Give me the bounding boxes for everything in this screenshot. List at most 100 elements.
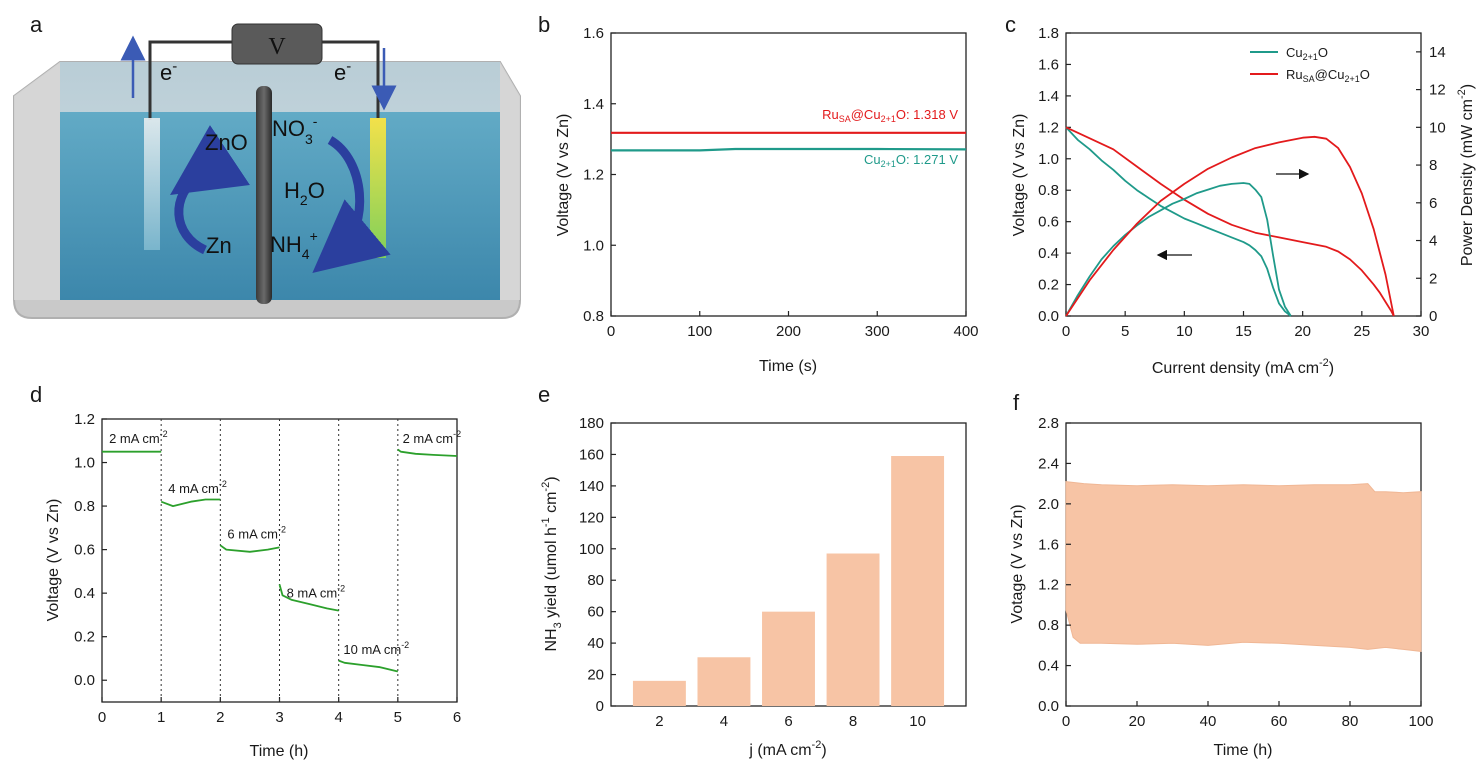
bar-e — [891, 456, 945, 706]
c-right-ytick-label: 10 — [1429, 119, 1446, 136]
f-ytick-label: 1.2 — [1038, 577, 1059, 594]
c-right-ytick-label: 6 — [1429, 195, 1437, 212]
f-ytick-label: 0.4 — [1038, 658, 1059, 675]
annotation-cu: Cu2+1O: 1.271 V — [864, 152, 958, 169]
panel-label-c: c — [1005, 12, 1016, 37]
annotation-ru: RuSA@Cu2+1O: 1.318 V — [822, 107, 958, 124]
f-ytick-label: 2.0 — [1038, 496, 1059, 513]
panel-c: c 0 5 10 15 20 25 300.00.20.40.60.81.01.21.41.… — [1005, 12, 1476, 377]
d-ytick-label: 0.0 — [74, 672, 95, 689]
panel-a: a V e- e- ZnO Zn NO3- H2O NH4+ — [13, 12, 521, 319]
legend-label-cu: Cu2+1O — [1286, 45, 1328, 62]
xlabel-f: Time (h) — [1214, 742, 1273, 759]
bar-e — [697, 657, 751, 706]
b-xtick-label: 300 — [865, 323, 890, 340]
nh4-label: NH4+ — [270, 228, 318, 262]
d-ytick-label: 1.0 — [74, 455, 95, 472]
ylabel-e: NH3 yield (umol h-1 cm-2) — [540, 476, 564, 651]
zn-cycle-arrow — [170, 125, 250, 255]
c-right-ytick-label: 0 — [1429, 308, 1437, 325]
panel-label-e: e — [538, 382, 550, 407]
voltmeter — [231, 23, 323, 65]
c-ytick-label: 1.8 — [1038, 25, 1059, 42]
e-ytick-label: 60 — [587, 604, 604, 621]
e-ytick-label: 80 — [587, 572, 604, 589]
d-current-label: 6 mA cm-2 — [227, 525, 286, 542]
d-ytick-label: 0.4 — [74, 585, 95, 602]
axes-frame-b — [610, 32, 967, 317]
panel-f: f 0 20 40 60 80 100 0.0 0.4 0.8 1.2 1.6 2.0 2.4 2.8 T… — [1009, 390, 1434, 759]
c-xtick-label: 25 — [1353, 323, 1370, 340]
tank-right-wall — [500, 62, 520, 300]
e-ytick-label: 140 — [579, 478, 604, 495]
c-right-ytick-label: 4 — [1429, 233, 1437, 250]
ylabel-d: Voltage (V vs Zn) — [45, 499, 62, 622]
panel-label-a: a — [30, 12, 43, 37]
e-ytick-label: 20 — [587, 667, 604, 684]
d-ytick-label: 1.2 — [74, 411, 95, 428]
c-xtick-label: 20 — [1294, 323, 1311, 340]
e-xtick-label: 10 — [909, 713, 926, 730]
e-xtick-label: 6 — [784, 713, 792, 730]
voltage-band-f — [1065, 481, 1422, 652]
panel-d: d 0 1 2 3 4 5 6 0.0 0.2 0.4 0.6 0.8 1.0 1.2 2 mA cm-2… — [30, 382, 461, 760]
legend-label-ru: RuSA@Cu2+1O — [1286, 67, 1370, 84]
d-ytick-label: 0.6 — [74, 542, 95, 559]
e-ytick-label: 120 — [579, 509, 604, 526]
c-right-ytick-label: 12 — [1429, 82, 1446, 99]
e-xtick-label: 8 — [849, 713, 857, 730]
d-xtick-label: 5 — [394, 709, 402, 726]
voltmeter-label: V — [268, 34, 286, 60]
b-xtick-label: 0 — [607, 323, 615, 340]
electron-label-left: e- — [160, 58, 177, 85]
c-right-ytick-label: 14 — [1429, 44, 1446, 61]
b-ytick-label: 1.2 — [583, 167, 604, 184]
c-ytick-label: 0.6 — [1038, 214, 1059, 231]
d-xtick-label: 2 — [216, 709, 224, 726]
cathode-electrode — [370, 118, 386, 258]
d-xtick-label: 4 — [334, 709, 342, 726]
d-ytick-label: 0.2 — [74, 629, 95, 646]
c-ytick-label: 0.8 — [1038, 182, 1059, 199]
ylabel-b: Voltage (V vs Zn) — [555, 114, 572, 237]
c-xtick-label: 30 — [1413, 323, 1430, 340]
e-ytick-label: 180 — [579, 415, 604, 432]
series-c-2 — [1065, 182, 1292, 317]
series-c-0 — [1065, 126, 1292, 317]
f-ytick-label: 2.8 — [1038, 415, 1059, 432]
zno-label: ZnO — [205, 130, 248, 155]
series-c-3 — [1065, 135, 1395, 317]
d-xtick-label: 0 — [98, 709, 106, 726]
c-ytick-label: 0.4 — [1038, 245, 1059, 262]
d-ytick-label: 0.8 — [74, 498, 95, 515]
separator-rod — [256, 86, 272, 304]
zn-electrode — [144, 118, 160, 250]
xlabel-b: Time (s) — [759, 358, 817, 375]
f-xtick-label: 40 — [1200, 713, 1217, 730]
d-current-label: 4 mA cm-2 — [168, 479, 227, 496]
b-ytick-label: 1.0 — [583, 237, 604, 254]
panel-label-f: f — [1013, 390, 1020, 415]
c-ytick-label: 1.4 — [1038, 88, 1059, 105]
nitrate-cycle-arrow — [312, 136, 391, 274]
c-xtick-label: 5 — [1121, 323, 1129, 340]
c-xtick-label: 15 — [1235, 323, 1252, 340]
series-d-2 — [219, 544, 280, 553]
f-ytick-label: 1.6 — [1038, 536, 1059, 553]
d-current-label: 8 mA cm-2 — [287, 584, 346, 601]
e-ytick-label: 40 — [587, 635, 604, 652]
series-d-4 — [338, 659, 399, 673]
panel-label-b: b — [538, 12, 550, 37]
bar-e — [632, 680, 686, 706]
xlabel-e: j (mA cm-2) — [748, 739, 826, 759]
c-ytick-label: 1.6 — [1038, 56, 1059, 73]
series-c-1 — [1065, 126, 1395, 317]
e-ytick-label: 0 — [596, 698, 604, 715]
f-xtick-label: 60 — [1271, 713, 1288, 730]
d-current-label: 2 mA cm-2 — [109, 429, 168, 446]
b-ytick-label: 0.8 — [583, 308, 604, 325]
xlabel-d: Time (h) — [250, 743, 309, 760]
c-right-ytick-label: 8 — [1429, 157, 1437, 174]
b-ytick-label: 1.4 — [583, 96, 604, 113]
